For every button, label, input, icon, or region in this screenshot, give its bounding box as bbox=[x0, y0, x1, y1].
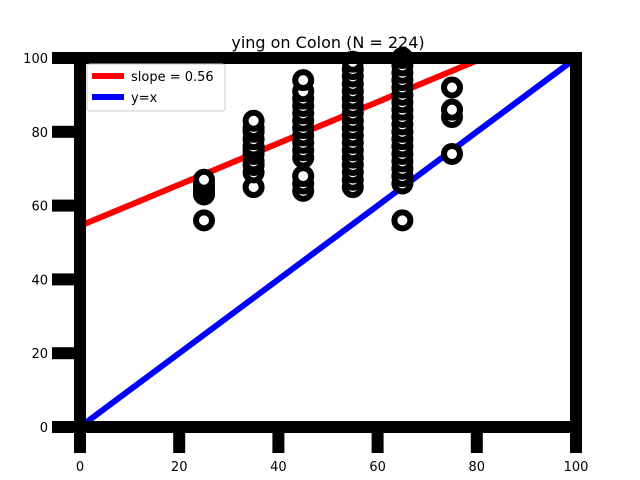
axes-frame bbox=[74, 52, 582, 433]
data-point bbox=[292, 165, 315, 188]
y-tick-mark bbox=[52, 52, 80, 64]
y-equals-x-line-group bbox=[80, 58, 576, 427]
x-tick-mark bbox=[272, 427, 285, 453]
x-tick-label: 40 bbox=[270, 460, 287, 475]
data-point bbox=[193, 209, 215, 232]
data-point bbox=[242, 109, 265, 132]
legend-label: slope = 0.56 bbox=[131, 70, 214, 85]
x-tick-label: 100 bbox=[564, 460, 589, 475]
x-tick-mark bbox=[173, 427, 186, 453]
identity-line bbox=[80, 58, 576, 427]
data-point bbox=[292, 69, 315, 92]
top-spine bbox=[74, 52, 582, 64]
data-point bbox=[441, 76, 463, 99]
y-tick-label: 40 bbox=[31, 273, 48, 288]
x-tick-mark bbox=[470, 427, 483, 453]
data-point bbox=[193, 168, 215, 191]
y-tick-label: 20 bbox=[31, 347, 48, 362]
x-tick-label: 80 bbox=[469, 460, 486, 475]
legend-label: y=x bbox=[131, 91, 158, 106]
y-tick-mark bbox=[52, 347, 80, 360]
y-ticks: 0 20 40 60 80 100 bbox=[23, 52, 80, 436]
right-spine bbox=[570, 52, 582, 433]
fit-line bbox=[80, 58, 491, 229]
data-point bbox=[441, 142, 463, 165]
x-tick-label: 60 bbox=[369, 460, 386, 475]
y-tick-label: 80 bbox=[31, 126, 48, 141]
x-tick-mark bbox=[371, 427, 384, 453]
points-group bbox=[193, 47, 463, 232]
y-tick-mark bbox=[52, 421, 80, 433]
x-tick-label: 20 bbox=[171, 460, 188, 475]
data-point bbox=[441, 98, 463, 121]
bottom-spine bbox=[74, 421, 582, 433]
y-tick-label: 100 bbox=[23, 52, 48, 67]
y-tick-label: 0 bbox=[40, 421, 48, 436]
x-tick-mark bbox=[570, 427, 582, 453]
data-point bbox=[391, 209, 414, 232]
x-ticks: 0 20 40 60 80 100 bbox=[74, 427, 588, 475]
y-tick-mark bbox=[52, 125, 80, 138]
x-tick-mark bbox=[74, 427, 86, 453]
left-spine bbox=[74, 52, 86, 433]
x-tick-label: 0 bbox=[76, 460, 84, 475]
chart-title: ying on Colon (N = 224) bbox=[231, 33, 424, 52]
y-tick-mark bbox=[52, 199, 80, 212]
legend: slope = 0.56 y=x bbox=[86, 63, 226, 112]
y-tick-mark bbox=[52, 273, 80, 286]
y-tick-label: 60 bbox=[31, 200, 48, 215]
